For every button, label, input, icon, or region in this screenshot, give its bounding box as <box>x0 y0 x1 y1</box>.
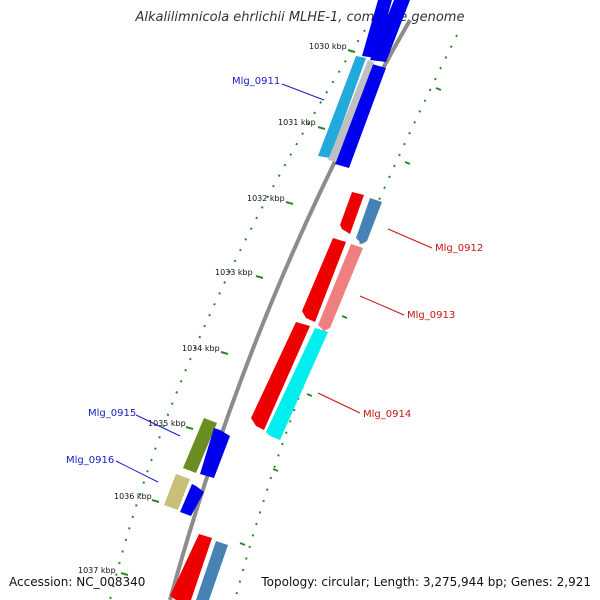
gene-label-mlg-0915[interactable]: Mlg_0915 <box>88 408 136 419</box>
tick-mark <box>285 201 294 205</box>
tick-mark <box>317 126 326 130</box>
gene-label-mlg-0916[interactable]: Mlg_0916 <box>66 455 114 466</box>
gene-label-mlg-0912[interactable]: Mlg_0912 <box>435 243 483 254</box>
gene-label-mlg-0914[interactable]: Mlg_0914 <box>363 409 411 420</box>
leader-line-mlg-0912 <box>387 228 433 249</box>
gene-feature-cyan[interactable] <box>266 328 328 440</box>
gene-feature-grey[interactable] <box>328 60 374 162</box>
tick-label: 1037 kbp <box>78 566 116 575</box>
tick-mark <box>151 499 160 503</box>
gene-feature-salmon[interactable] <box>318 244 363 331</box>
gene-feature-blue[interactable] <box>370 0 410 62</box>
gene-feature-red[interactable] <box>251 322 310 430</box>
gene-feature-red[interactable] <box>302 238 346 322</box>
tick-mark <box>347 49 356 53</box>
genome-backbone <box>168 19 412 600</box>
tick-label: 1030 kbp <box>309 42 347 51</box>
tick-mark <box>255 275 264 279</box>
accession-text: Accession: NC_008340 <box>9 575 146 589</box>
leader-line-mlg-0914 <box>317 392 361 414</box>
gene-feature-olive[interactable] <box>183 418 217 473</box>
topology-summary: Topology: circular; Length: 3,275,944 bp… <box>261 575 591 589</box>
gene-feature-blue[interactable] <box>362 0 392 58</box>
gene-feature-lightblue[interactable] <box>318 56 366 158</box>
leader-line-mlg-0916 <box>115 460 159 483</box>
leader-line-mlg-0911 <box>281 83 325 101</box>
gene-feature-blue[interactable] <box>180 484 204 516</box>
tick-mark <box>435 87 442 91</box>
tick-mark <box>185 426 194 430</box>
tick-mark <box>120 572 129 576</box>
tick-mark <box>306 393 313 397</box>
tick-label: 1033 kbp <box>215 268 253 277</box>
gene-feature-steelblue[interactable] <box>196 541 228 600</box>
tick-mark <box>404 161 411 165</box>
tick-label: 1034 kbp <box>182 344 220 353</box>
gene-feature-blue[interactable] <box>200 428 230 478</box>
gene-label-mlg-0913[interactable]: Mlg_0913 <box>407 310 455 321</box>
tick-label: 1035 kbp <box>148 419 186 428</box>
tick-label: 1036 kbp <box>114 492 152 501</box>
tick-label: 1032 kbp <box>247 194 285 203</box>
gene-label-mlg-0911[interactable]: Mlg_0911 <box>232 76 280 87</box>
leader-line-mlg-0913 <box>359 295 405 316</box>
tick-label: 1031 kbp <box>278 118 316 127</box>
tick-mark <box>341 315 348 319</box>
tick-mark <box>220 351 229 355</box>
gene-feature-blue[interactable] <box>335 64 386 168</box>
gene-feature-red[interactable] <box>170 534 212 600</box>
tick-mark <box>239 542 246 546</box>
outer-dotted-ring <box>234 34 458 600</box>
gene-feature-red[interactable] <box>340 192 364 234</box>
leader-line-mlg-0915 <box>135 414 181 437</box>
gene-feature-steelblue[interactable] <box>356 198 382 244</box>
tick-mark <box>272 468 279 472</box>
gene-feature-khaki[interactable] <box>164 474 190 510</box>
